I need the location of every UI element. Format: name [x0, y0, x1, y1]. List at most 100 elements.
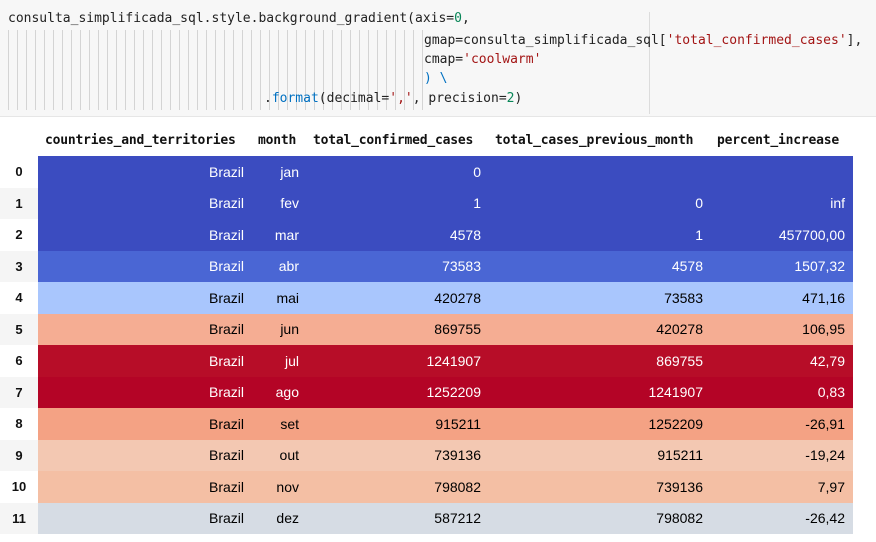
- row-cells: Brazil set 915211 1252209 -26,91: [38, 408, 853, 440]
- cell-previous-month: 420278: [656, 321, 703, 338]
- col-header-pct: percent_increase: [717, 133, 840, 148]
- row-index: 8: [0, 408, 38, 440]
- row-cells: Brazil abr 73583 4578 1507,32: [38, 250, 853, 282]
- cell-total-confirmed: 739136: [434, 447, 481, 464]
- col-header-month: month: [258, 133, 297, 148]
- cell-country: Brazil: [208, 510, 244, 527]
- col-header-prev: total_cases_previous_month: [495, 133, 694, 148]
- cell-country: Brazil: [208, 478, 244, 495]
- cell-previous-month: [481, 156, 703, 188]
- row-index: 6: [0, 345, 38, 377]
- cell-percent-increase: -19,24: [805, 447, 845, 464]
- row-cells: Brazil jun 869755 420278 106,95: [38, 313, 853, 345]
- cell-month: set: [280, 415, 299, 432]
- table-row: 11 Brazil dez 587212 798082 -26,42: [0, 502, 876, 534]
- cell-percent-increase: -26,91: [805, 415, 845, 432]
- cell-month: mar: [274, 226, 299, 243]
- cell-total-confirmed: 73583: [442, 258, 481, 275]
- code-ruler: [649, 12, 650, 114]
- table-row: 8 Brazil set 915211 1252209 -26,91: [0, 408, 876, 440]
- cell-total-confirmed: 4578: [449, 226, 481, 243]
- cell-total-confirmed: 915211: [435, 415, 481, 432]
- table-row: 0 Brazil jan 0: [0, 156, 876, 188]
- col-header-country: countries_and_territories: [45, 133, 236, 148]
- cell-month: abr: [278, 258, 299, 275]
- cell-month: jan: [280, 163, 299, 180]
- cell-total-confirmed: 587212: [434, 510, 481, 527]
- col-header-total: total_confirmed_cases: [313, 133, 474, 148]
- cell-month: fev: [280, 195, 299, 212]
- cell-previous-month: 1241907: [648, 384, 703, 401]
- cell-percent-increase: 1507,32: [794, 258, 845, 275]
- styled-dataframe: countries_and_territories month total_co…: [0, 124, 876, 534]
- cell-total-confirmed: 869755: [434, 321, 481, 338]
- row-cells: Brazil fev 1 0 inf: [38, 187, 853, 219]
- cell-previous-month: 1: [695, 226, 703, 243]
- table-row: 1 Brazil fev 1 0 inf: [0, 187, 876, 219]
- table-row: 3 Brazil abr 73583 4578 1507,32: [0, 250, 876, 282]
- table-row: 9 Brazil out 739136 915211 -19,24: [0, 439, 876, 471]
- row-cells: Brazil mai 420278 73583 471,16: [38, 282, 853, 314]
- table-row: 6 Brazil jul 1241907 869755 42,79: [0, 345, 876, 377]
- cell-country: Brazil: [208, 163, 244, 180]
- cell-percent-increase: [703, 156, 845, 188]
- table-row: 7 Brazil ago 1252209 1241907 0,83: [0, 376, 876, 408]
- row-cells: Brazil nov 798082 739136 7,97: [38, 471, 853, 503]
- cell-previous-month: 915211: [657, 447, 703, 464]
- cell-total-confirmed: 798082: [434, 478, 481, 495]
- cell-total-confirmed: 420278: [434, 289, 481, 306]
- cell-total-confirmed: 1: [473, 195, 481, 212]
- row-cells: Brazil jul 1241907 869755 42,79: [38, 345, 853, 377]
- code-line-4: ) \: [424, 71, 448, 86]
- code-cell[interactable]: consulta_simplificada_sql.style.backgrou…: [0, 0, 876, 117]
- code-line-3: cmap='coolwarm': [424, 52, 542, 67]
- cell-previous-month: 0: [695, 195, 703, 212]
- row-index: 10: [0, 471, 38, 503]
- row-cells: Brazil mar 4578 1 457700,00: [38, 219, 853, 251]
- table-row: 2 Brazil mar 4578 1 457700,00: [0, 219, 876, 251]
- cell-percent-increase: -26,42: [805, 510, 845, 527]
- code-line-2: gmap=consulta_simplificada_sql['total_co…: [424, 33, 863, 48]
- row-index: 4: [0, 282, 38, 314]
- indent-guides: [8, 30, 428, 110]
- row-index: 1: [0, 187, 38, 219]
- cell-country: Brazil: [208, 321, 244, 338]
- cell-previous-month: 739136: [656, 478, 703, 495]
- cell-percent-increase: 106,95: [802, 321, 845, 338]
- table-row: 4 Brazil mai 420278 73583 471,16: [0, 282, 876, 314]
- cell-percent-increase: 42,79: [809, 352, 845, 369]
- cell-month: dez: [276, 510, 299, 527]
- cell-previous-month: 869755: [656, 352, 703, 369]
- cell-month: jul: [284, 352, 299, 369]
- cell-total-confirmed: 1241907: [426, 352, 481, 369]
- row-cells: Brazil out 739136 915211 -19,24: [38, 439, 853, 471]
- row-index: 7: [0, 376, 38, 408]
- cell-percent-increase: 457700,00: [778, 226, 845, 243]
- code-line-5: .format(decimal=',', precision=2): [264, 91, 523, 106]
- row-cells: Brazil dez 587212 798082 -26,42: [38, 502, 853, 534]
- row-index: 3: [0, 250, 38, 282]
- cell-percent-increase: inf: [830, 195, 845, 212]
- row-cells: Brazil jan 0: [38, 156, 853, 188]
- row-index: 0: [0, 156, 38, 188]
- cell-country: Brazil: [208, 289, 244, 306]
- cell-month: mai: [276, 289, 299, 306]
- table-row: 5 Brazil jun 869755 420278 106,95: [0, 313, 876, 345]
- row-index: 9: [0, 439, 38, 471]
- cell-country: Brazil: [208, 226, 244, 243]
- cell-previous-month: 73583: [664, 289, 703, 306]
- cell-month: jun: [280, 321, 299, 338]
- row-index: 5: [0, 313, 38, 345]
- cell-percent-increase: 7,97: [817, 478, 845, 495]
- cell-month: ago: [275, 384, 299, 401]
- cell-country: Brazil: [208, 258, 244, 275]
- cell-country: Brazil: [208, 384, 244, 401]
- cell-previous-month: 1252209: [648, 415, 703, 432]
- cell-total-confirmed: 0: [473, 163, 481, 180]
- cell-month: nov: [276, 478, 299, 495]
- cell-country: Brazil: [208, 352, 244, 369]
- table-row: 10 Brazil nov 798082 739136 7,97: [0, 471, 876, 503]
- cell-country: Brazil: [208, 415, 244, 432]
- table-header: countries_and_territories month total_co…: [0, 124, 876, 156]
- cell-country: Brazil: [208, 447, 244, 464]
